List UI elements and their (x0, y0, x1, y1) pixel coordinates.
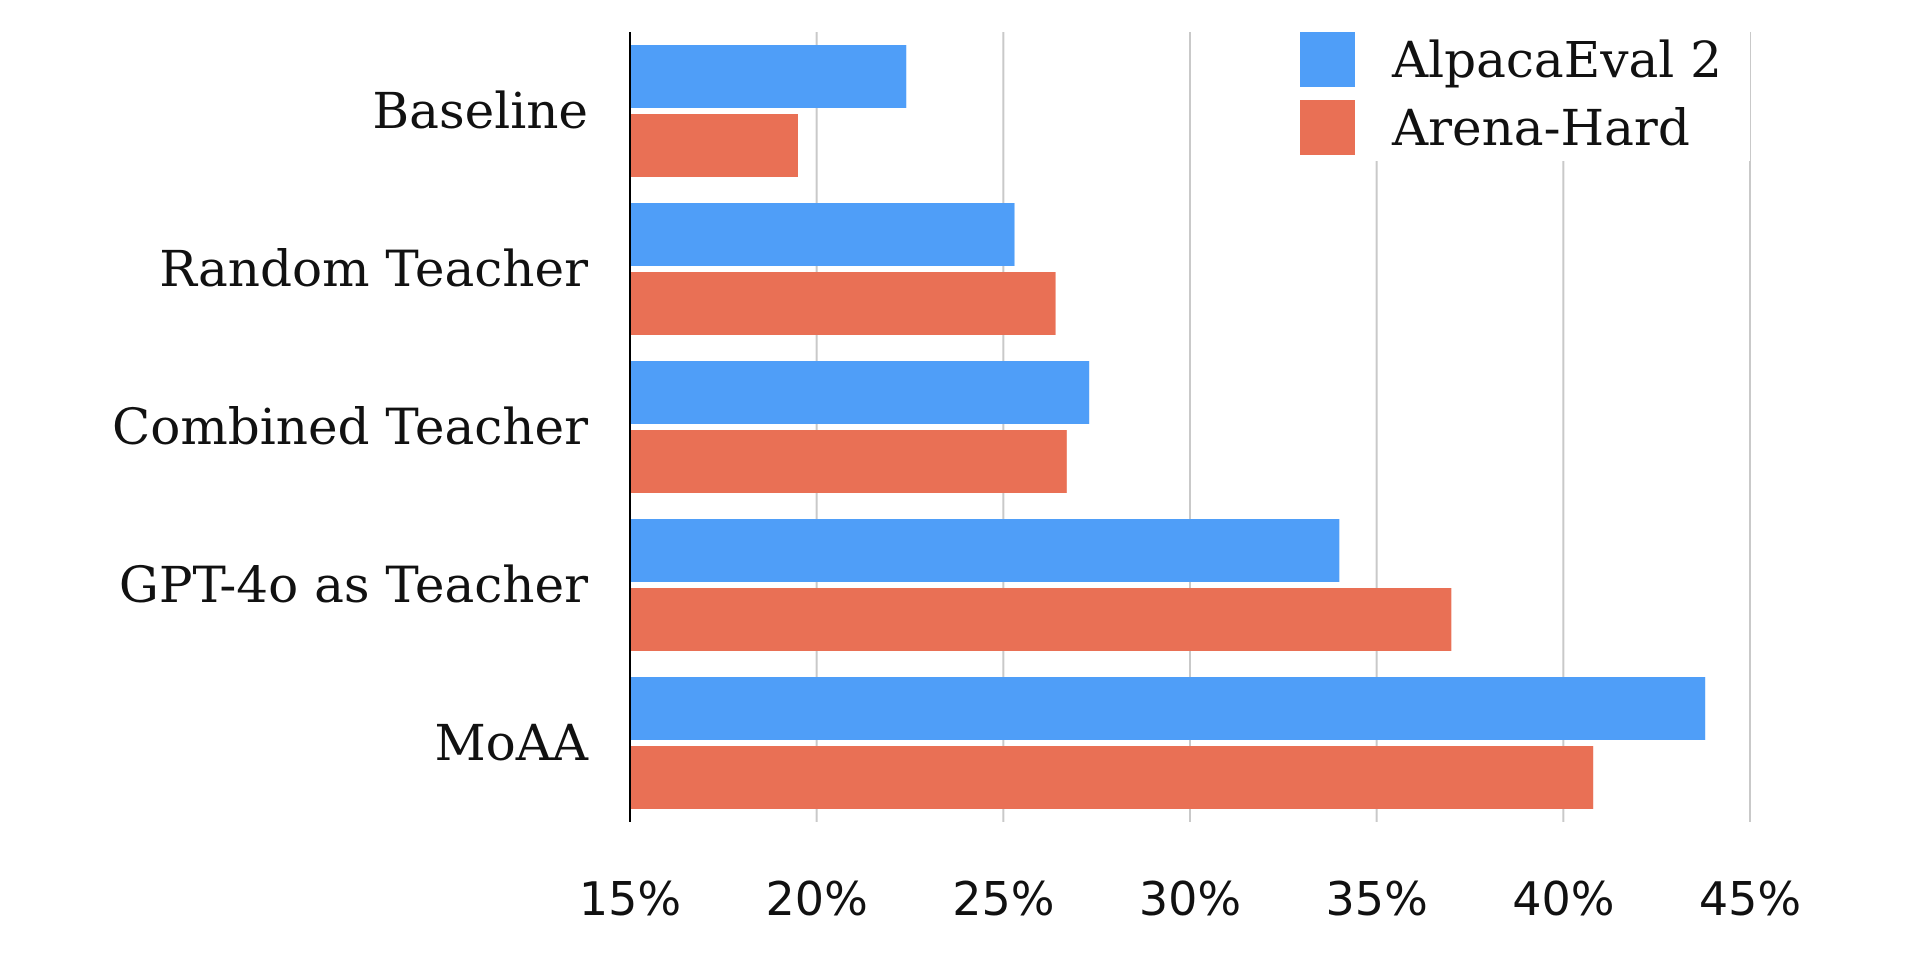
bar-arenahard-2 (630, 430, 1067, 493)
legend-swatch (1300, 32, 1355, 87)
category-label: MoAA (434, 714, 588, 772)
x-tick-label: 20% (766, 872, 868, 926)
category-labels: Baseline Random Teacher Combined Teacher GP… (112, 82, 589, 772)
category-label: Random Teacher (159, 240, 588, 298)
bar-alpacaeval-2 (630, 361, 1090, 424)
legend-swatch (1300, 100, 1355, 155)
bar-arenahard-0 (630, 114, 798, 177)
legend: AlpacaEval 2 Arena-Hard (1262, 26, 1750, 161)
bar-alpacaeval-0 (630, 45, 907, 108)
x-tick-label: 35% (1326, 872, 1428, 926)
category-label: Combined Teacher (112, 398, 588, 456)
x-tick-labels: 15% 20% 25% 30% 35% 40% 45% (579, 872, 1801, 926)
x-tick-label: 30% (1139, 872, 1241, 926)
bar-alpacaeval-4 (630, 677, 1706, 740)
bar-alpacaeval-1 (630, 203, 1015, 266)
x-tick-label: 40% (1512, 872, 1614, 926)
x-tick-label: 45% (1699, 872, 1801, 926)
category-label: Baseline (372, 82, 588, 140)
legend-label: AlpacaEval 2 (1391, 31, 1722, 89)
bar-arenahard-3 (630, 588, 1452, 651)
bar-alpacaeval-3 (630, 519, 1340, 582)
x-tick-label: 25% (952, 872, 1054, 926)
legend-label: Arena-Hard (1391, 99, 1690, 157)
bar-arenahard-1 (630, 272, 1056, 335)
bars (630, 45, 1706, 809)
category-label: GPT-4o as Teacher (119, 556, 588, 614)
x-tick-label: 15% (579, 872, 681, 926)
bar-arenahard-4 (630, 746, 1594, 809)
